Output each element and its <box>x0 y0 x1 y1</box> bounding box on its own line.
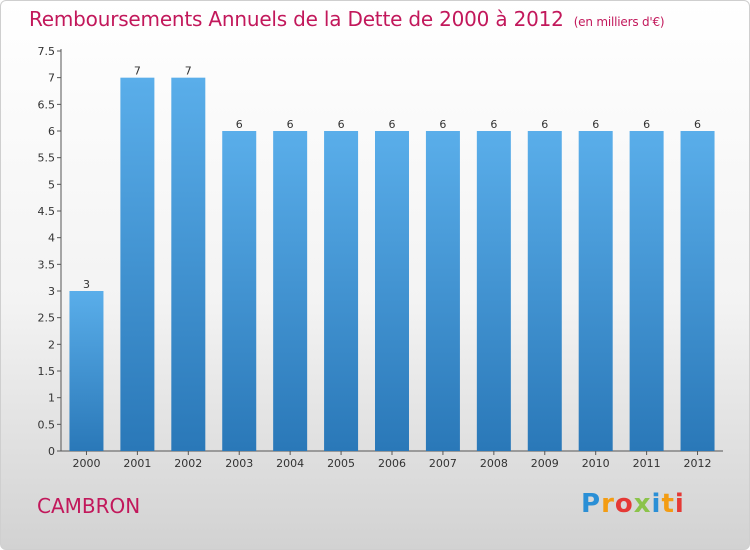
y-tick-label: 6.5 <box>38 98 56 111</box>
logo-letter: r <box>601 489 615 519</box>
x-tick-label: 2001 <box>123 457 151 470</box>
logo-letter: x <box>633 489 652 519</box>
bar-value-label: 6 <box>338 118 345 131</box>
chart-title-text: Remboursements Annuels de la Dette de 20… <box>29 7 564 31</box>
logo-letter: t <box>661 489 675 519</box>
bar <box>69 291 104 451</box>
bar <box>629 131 664 451</box>
bar <box>476 131 511 451</box>
y-tick-label: 0 <box>48 445 55 458</box>
x-tick-label: 2008 <box>480 457 508 470</box>
y-tick-label: 1 <box>48 392 55 405</box>
bar-value-label: 6 <box>490 118 497 131</box>
chart-title: Remboursements Annuels de la Dette de 20… <box>29 7 665 31</box>
x-tick-label: 2010 <box>582 457 610 470</box>
y-tick-label: 3 <box>48 285 55 298</box>
bar-value-label: 3 <box>83 278 90 291</box>
bar <box>120 77 155 452</box>
y-tick-label: 7.5 <box>38 45 56 58</box>
logo-letter: o <box>614 489 634 519</box>
y-tick-label: 5.5 <box>38 152 56 165</box>
bar <box>273 131 308 451</box>
logo-letter: P <box>581 489 602 519</box>
bar-value-label: 6 <box>236 118 243 131</box>
y-tick-label: 1.5 <box>38 365 56 378</box>
x-tick-label: 2009 <box>531 457 559 470</box>
x-tick-label: 2012 <box>684 457 712 470</box>
bar-value-label: 7 <box>134 65 141 78</box>
y-tick-label: 3.5 <box>38 258 56 271</box>
y-tick-label: 6 <box>48 125 55 138</box>
town-name: CAMBRON <box>37 494 141 518</box>
y-tick-label: 7 <box>48 72 55 85</box>
y-tick-label: 5 <box>48 178 55 191</box>
bar-value-label: 6 <box>389 118 396 131</box>
y-tick-label: 4.5 <box>38 205 56 218</box>
x-tick-label: 2003 <box>225 457 253 470</box>
bar <box>578 131 613 451</box>
bar-value-label: 6 <box>439 118 446 131</box>
x-tick-label: 2005 <box>327 457 355 470</box>
y-tick-label: 2.5 <box>38 312 56 325</box>
proxiti-logo: Proxiti <box>581 489 685 519</box>
bar <box>171 77 206 452</box>
logo-letter: i <box>651 489 662 519</box>
bar-value-label: 6 <box>592 118 599 131</box>
bar <box>375 131 409 451</box>
x-tick-label: 2007 <box>429 457 457 470</box>
bar-value-label: 7 <box>185 65 192 78</box>
bar <box>324 131 359 451</box>
bar <box>425 131 460 451</box>
bar-value-label: 6 <box>287 118 294 131</box>
chart-unit: (en milliers d'€) <box>573 15 665 29</box>
bar-value-label: 6 <box>694 118 701 131</box>
y-tick-label: 2 <box>48 338 55 351</box>
y-tick-label: 0.5 <box>38 418 56 431</box>
y-tick-label: 4 <box>48 232 55 245</box>
bar-value-label: 6 <box>541 118 548 131</box>
x-tick-label: 2006 <box>378 457 406 470</box>
bar <box>680 131 715 451</box>
bar <box>527 131 562 451</box>
bar <box>222 131 257 451</box>
x-tick-label: 2011 <box>633 457 661 470</box>
x-tick-label: 2002 <box>174 457 202 470</box>
x-tick-label: 2004 <box>276 457 304 470</box>
x-tick-label: 2000 <box>72 457 100 470</box>
logo-letter: i <box>674 489 685 519</box>
bar-value-label: 6 <box>643 118 650 131</box>
